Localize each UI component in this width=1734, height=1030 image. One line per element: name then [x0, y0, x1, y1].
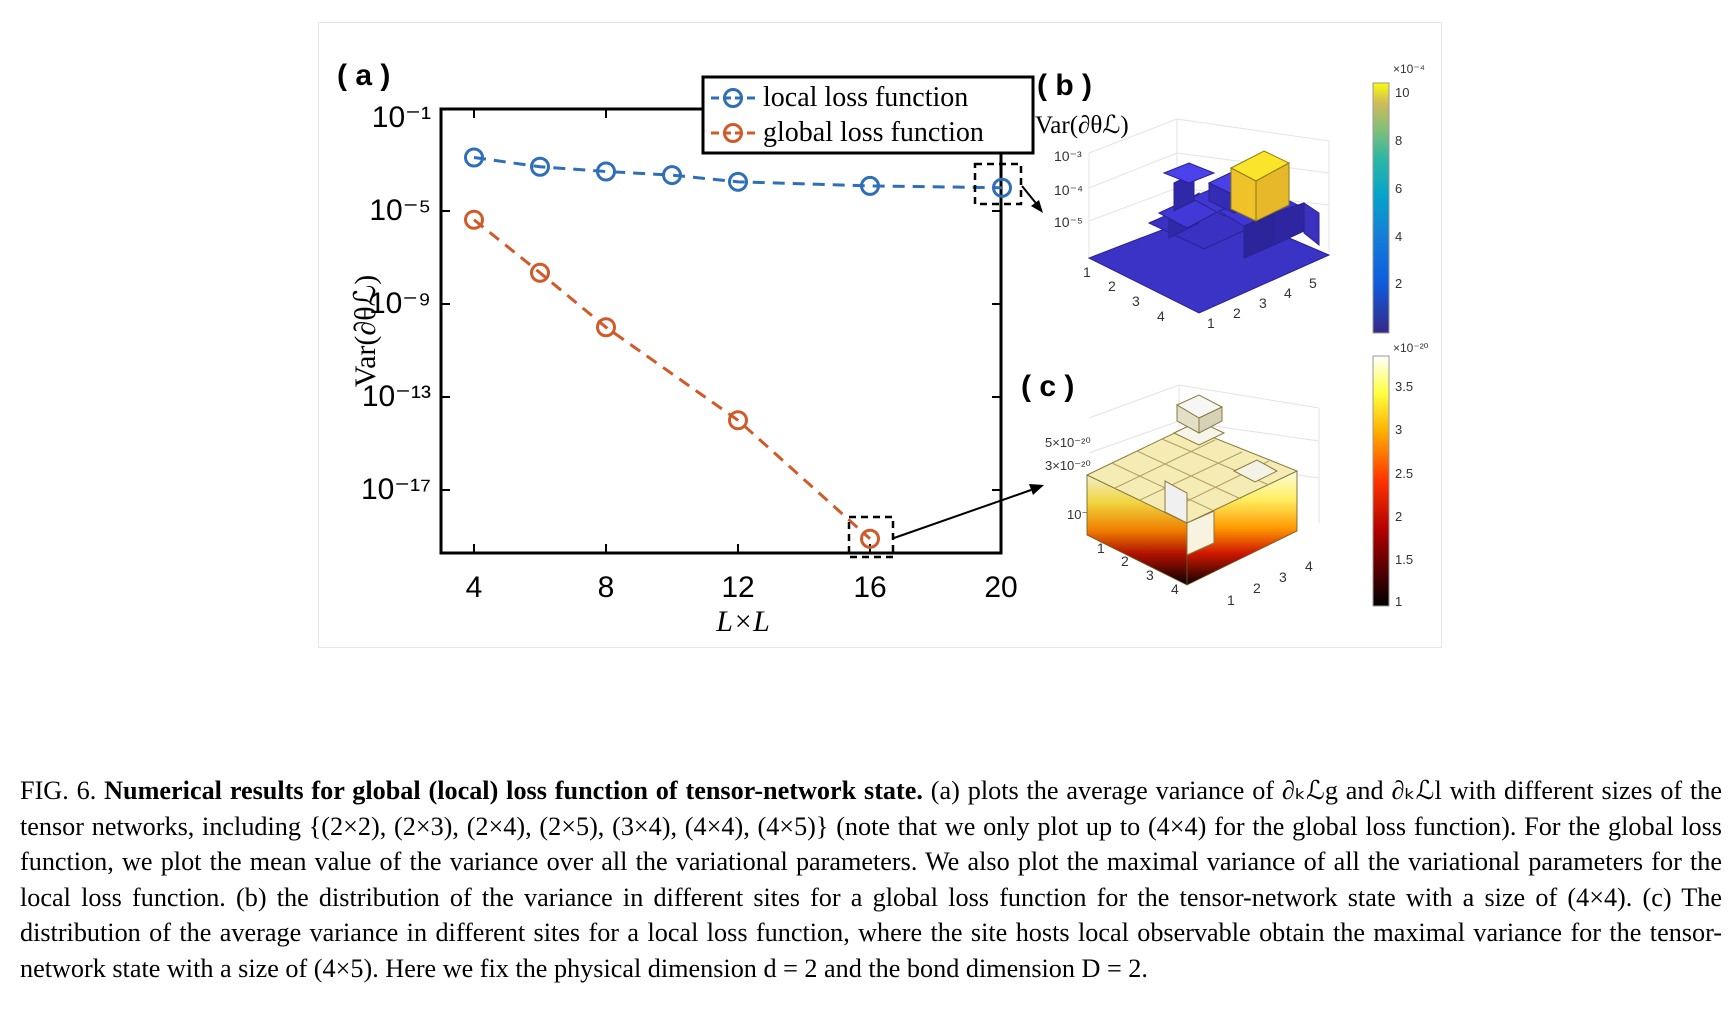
z-tick-label: 10⁻⁵ — [1054, 214, 1083, 230]
arrow-head-b — [1031, 200, 1043, 213]
x-tick-label: 4 — [466, 571, 483, 604]
colorbar-tick: 6 — [1395, 181, 1402, 196]
x-tick-label: 1 — [1083, 264, 1091, 280]
data-point-local — [728, 171, 748, 192]
panel-b-label: ( b ) — [1037, 69, 1092, 102]
panel-b-max-bar — [1229, 150, 1291, 222]
x-tick-label: 16 — [853, 571, 886, 604]
colorbar-tick: 1 — [1395, 594, 1402, 609]
figure-6: ( a ) 10⁻¹ 10⁻⁵ 10⁻⁹ 10⁻¹³ 10⁻¹⁷ 4 8 12 — [318, 22, 1442, 648]
plot-a-axes-box — [439, 107, 1003, 555]
z-tick-label: 10⁻⁴ — [1054, 182, 1083, 198]
legend-box — [701, 75, 1035, 155]
y-tick-label: 3 — [1259, 295, 1267, 311]
panel-c-label: ( c ) — [1021, 370, 1074, 403]
z-tick-label: 3×10⁻²⁰ — [1045, 458, 1091, 473]
figure-caption: FIG. 6. Numerical results for global (lo… — [20, 773, 1722, 986]
colorbar-tick: 10 — [1395, 85, 1409, 100]
caption-fig-label: FIG. 6. — [20, 776, 97, 805]
panel-c-z-ticks: 5×10⁻²⁰ 3×10⁻²⁰ 10⁻²⁰ — [1045, 435, 1098, 522]
panel-b-axis-ticks: 1 2 3 4 1 2 3 4 5 — [1083, 264, 1317, 331]
y-tick-label: 2 — [1233, 305, 1241, 321]
x-tick-label: 3 — [1132, 293, 1140, 309]
y-tick-label: 10⁻¹³ — [362, 380, 431, 413]
y-tick-label: 5 — [1309, 275, 1317, 291]
y-tick-label: 10⁻⁹ — [369, 287, 431, 320]
panel-c: ( c ) 5×10⁻²⁰ 3×10⁻²⁰ 10⁻²⁰ — [1021, 341, 1429, 609]
data-point-local — [662, 165, 682, 186]
y-tick-label: 4 — [1305, 558, 1313, 574]
x-tick-label: 1 — [1097, 540, 1105, 556]
legend-label-local: local loss function — [763, 82, 968, 113]
series-line-local — [473, 156, 1003, 190]
colorbar-tick: 2 — [1395, 276, 1402, 291]
y-tick-label: 3 — [1279, 569, 1287, 585]
x-tick-label: 4 — [1171, 581, 1179, 597]
colorbar-exponent: ×10⁻⁴ — [1393, 62, 1425, 76]
x-tick-label: 3 — [1146, 567, 1154, 583]
legend-marker-global — [723, 123, 743, 143]
data-point-local — [860, 175, 880, 196]
x-tick-label: 12 — [721, 571, 754, 604]
data-point-local — [596, 161, 616, 182]
legend-marker-local — [723, 88, 743, 108]
x-axis-label: L×L — [715, 605, 770, 638]
y-tick-label: 4 — [1284, 285, 1292, 301]
y-tick-label: 1 — [1207, 315, 1215, 331]
y-tick-label: 2 — [1253, 580, 1261, 596]
data-point-global — [596, 317, 616, 338]
colorbar-tick: 8 — [1395, 133, 1402, 148]
legend-label-global: global loss function — [763, 117, 984, 148]
data-point-global — [530, 262, 550, 283]
data-point-local — [992, 177, 1012, 198]
arrow-head-c — [1029, 484, 1044, 495]
colorbar-tick: 3 — [1395, 422, 1402, 437]
plot-a-y-ticks: 10⁻¹ 10⁻⁵ 10⁻⁹ 10⁻¹³ 10⁻¹⁷ — [361, 101, 431, 506]
panel-c-axis-ticks: 1 2 3 4 1 2 3 4 — [1097, 540, 1313, 608]
plot-a-x-ticks: 4 8 12 16 20 — [466, 571, 1018, 604]
panel-a: ( a ) 10⁻¹ 10⁻⁵ 10⁻⁹ 10⁻¹³ 10⁻¹⁷ 4 8 12 — [337, 59, 1044, 638]
data-point-global — [860, 528, 880, 549]
panel-b-colorbar: ×10⁻⁴ 10 8 6 4 2 — [1372, 62, 1425, 334]
z-tick-label: 10⁻³ — [1054, 148, 1082, 164]
colorbar-exponent: ×10⁻²⁰ — [1393, 341, 1429, 355]
colorbar-tick: 2.5 — [1395, 466, 1413, 481]
x-tick-label: 8 — [598, 571, 615, 604]
y-tick-label: 10⁻¹⁷ — [361, 473, 431, 506]
panel-c-colorbar: ×10⁻²⁰ 3.5 3 2.5 2 1.5 1 — [1372, 341, 1429, 609]
panel-c-bars — [1085, 394, 1299, 586]
colorbar-tick: 1.5 — [1395, 552, 1413, 567]
data-point-global — [464, 209, 484, 230]
x-tick-label: 2 — [1121, 553, 1129, 569]
caption-title: Numerical results for global (local) los… — [104, 776, 923, 805]
y-tick-label: 10⁻¹ — [372, 101, 431, 134]
x-tick-label: 4 — [1157, 308, 1165, 324]
plot-a-tick-marks — [441, 109, 1001, 553]
y-tick-label: 1 — [1227, 592, 1235, 608]
figure-canvas: ( a ) 10⁻¹ 10⁻⁵ 10⁻⁹ 10⁻¹³ 10⁻¹⁷ 4 8 12 — [337, 59, 1429, 638]
z-tick-label: 5×10⁻²⁰ — [1045, 435, 1091, 450]
panel-b-zlabel: Var(∂θℒ) — [1035, 112, 1129, 139]
caption-body: (a) plots the average variance of ∂ₖℒg a… — [20, 776, 1723, 983]
data-point-local — [464, 147, 484, 168]
data-point-local — [530, 156, 550, 177]
panel-b-z-ticks: 10⁻³ 10⁻⁴ 10⁻⁵ — [1054, 148, 1083, 230]
series-line-global — [473, 218, 872, 540]
panel-a-label: ( a ) — [337, 59, 390, 92]
highlight-box-global — [847, 515, 895, 559]
highlight-box-local — [973, 162, 1023, 206]
x-tick-label: 2 — [1108, 278, 1116, 294]
x-tick-label: 20 — [984, 571, 1017, 604]
colorbar-tick: 3.5 — [1395, 379, 1413, 394]
data-point-global — [728, 410, 748, 431]
plot-a-legend: local loss function global loss function — [701, 75, 1035, 155]
panel-b: ( b ) Var(∂θℒ) 10⁻³ 10⁻⁴ 10⁻⁵ — [1035, 62, 1425, 334]
y-axis-label: Var(∂θℒ) — [349, 275, 382, 387]
plot-a-series — [464, 147, 1012, 549]
colorbar-tick: 4 — [1395, 229, 1402, 244]
colorbar-tick: 2 — [1395, 509, 1402, 524]
y-tick-label: 10⁻⁵ — [369, 194, 431, 227]
arrow-to-panel-c — [893, 489, 1032, 539]
